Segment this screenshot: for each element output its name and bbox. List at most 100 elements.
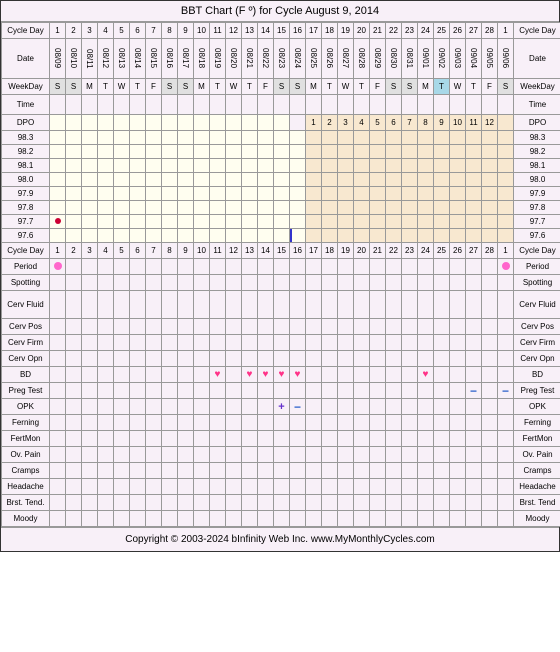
date-row-label-right: Date: [514, 39, 560, 79]
cerv-opn-row-cell: [162, 351, 178, 367]
spotting-row-cell: [178, 275, 194, 291]
preg-test-row-cell: [242, 383, 258, 399]
spotting-row-cell: [434, 275, 450, 291]
temp-row-98-1-cell: [274, 159, 290, 173]
cycle-day-row-cell: 8: [162, 23, 178, 39]
weekday-row-cell: M: [418, 79, 434, 95]
brst-tend-row-cell: [98, 495, 114, 511]
temp-row-97-6-cell: [226, 229, 242, 243]
ov-pain-row-cell: [498, 447, 514, 463]
temp-row-98-1-cell: [354, 159, 370, 173]
fertmon-row-cell: [82, 431, 98, 447]
preg-test-row-cell: [290, 383, 306, 399]
fertmon-row-cell: [466, 431, 482, 447]
bd-row-cell: [386, 367, 402, 383]
temp-row-98-0-cell: [50, 173, 66, 187]
temp-row-97-9-cell: [130, 187, 146, 201]
cerv-fluid-row-cell: [306, 291, 322, 319]
date-row-cell: 09/06: [498, 39, 514, 79]
opk-row-cell: [226, 399, 242, 415]
cramps-row-cell: [162, 463, 178, 479]
date-row-cell: 08/19: [210, 39, 226, 79]
weekday-row-cell: S: [162, 79, 178, 95]
cerv-fluid-row-cell: [370, 291, 386, 319]
ferning-row-cell: [466, 415, 482, 431]
cerv-pos-row-cell: [386, 319, 402, 335]
cerv-fluid-row-cell: [338, 291, 354, 319]
period-row-cell: [82, 259, 98, 275]
temp-row-98-3: 98.398.3: [2, 131, 560, 145]
cycle-day-row-cell: 27: [466, 23, 482, 39]
opk-row-cell: [338, 399, 354, 415]
ferning-row-cell: [338, 415, 354, 431]
period-row-cell: [66, 259, 82, 275]
fertmon-row-cell: [98, 431, 114, 447]
ov-pain-row-cell: [50, 447, 66, 463]
time-row-cell: [466, 95, 482, 115]
spotting-row-cell: [354, 275, 370, 291]
time-row-cell: [386, 95, 402, 115]
cerv-pos-row-cell: [370, 319, 386, 335]
temp-row-98-3-cell: [242, 131, 258, 145]
temp-row-97-7-cell: [338, 215, 354, 229]
cerv-opn-row-cell: [50, 351, 66, 367]
cycle-day-row-cell: 18: [322, 23, 338, 39]
headache-row-cell: [338, 479, 354, 495]
fertmon-row-cell: [162, 431, 178, 447]
cycle-day-row-cell: 9: [178, 23, 194, 39]
period-row-cell: [370, 259, 386, 275]
ov-pain-row-label-left: Ov. Pain: [2, 447, 50, 463]
time-row-cell: [482, 95, 498, 115]
ov-pain-row-cell: [98, 447, 114, 463]
cerv-fluid-row-cell: [498, 291, 514, 319]
temp-row-98-3-cell: [258, 131, 274, 145]
brst-tend-row-cell: [418, 495, 434, 511]
cycle-day-row-2-label-left: Cycle Day: [2, 243, 50, 259]
brst-tend-row-cell: [162, 495, 178, 511]
temp-row-98-0-cell: [226, 173, 242, 187]
ferning-row-cell: [402, 415, 418, 431]
temp-row-98-0-cell: [178, 173, 194, 187]
temp-row-97-6-cell: [194, 229, 210, 243]
dpo-row-cell: [274, 115, 290, 131]
temp-row-98-2-cell: [50, 145, 66, 159]
cerv-opn-row-cell: [66, 351, 82, 367]
dpo-row-cell: 4: [354, 115, 370, 131]
opk-row-cell: [386, 399, 402, 415]
weekday-row-cell: S: [178, 79, 194, 95]
preg-test-row-cell: [402, 383, 418, 399]
spotting-row-cell: [370, 275, 386, 291]
bd-row-cell: [306, 367, 322, 383]
time-row-cell: [290, 95, 306, 115]
temp-row-98-3-cell: [386, 131, 402, 145]
temp-row-98-3-cell: [114, 131, 130, 145]
temp-row-97-6-cell: OVULATION: [290, 229, 306, 243]
cramps-row-cell: [290, 463, 306, 479]
ov-pain-row-cell: [450, 447, 466, 463]
temp-row-97-8-cell: [274, 201, 290, 215]
moody-row-cell: [114, 511, 130, 527]
temp-row-98-0-cell: [418, 173, 434, 187]
chart-table: Cycle Day1234567891011121314151617181920…: [1, 22, 560, 527]
cramps-row-label-right: Cramps: [514, 463, 560, 479]
temp-row-98-3-cell: [338, 131, 354, 145]
weekday-row-cell: T: [322, 79, 338, 95]
ferning-row-cell: [226, 415, 242, 431]
cerv-pos-row-cell: [130, 319, 146, 335]
date-row-cell: 08/21: [242, 39, 258, 79]
temp-row-97-8-cell: [242, 201, 258, 215]
time-row-cell: [306, 95, 322, 115]
preg-test-row-cell: [178, 383, 194, 399]
cramps-row-cell: [498, 463, 514, 479]
dpo-row-cell: [82, 115, 98, 131]
temp-row-98-3-cell: [354, 131, 370, 145]
dpo-row-cell: 11: [466, 115, 482, 131]
temp-row-98-3-cell: [402, 131, 418, 145]
moody-row-cell: [418, 511, 434, 527]
spotting-row-cell: [402, 275, 418, 291]
temp-row-98-1-cell: [178, 159, 194, 173]
dpo-row-cell: [146, 115, 162, 131]
fertmon-row-cell: [402, 431, 418, 447]
preg-test-row-cell: −: [498, 383, 514, 399]
preg-test-row-cell: [146, 383, 162, 399]
